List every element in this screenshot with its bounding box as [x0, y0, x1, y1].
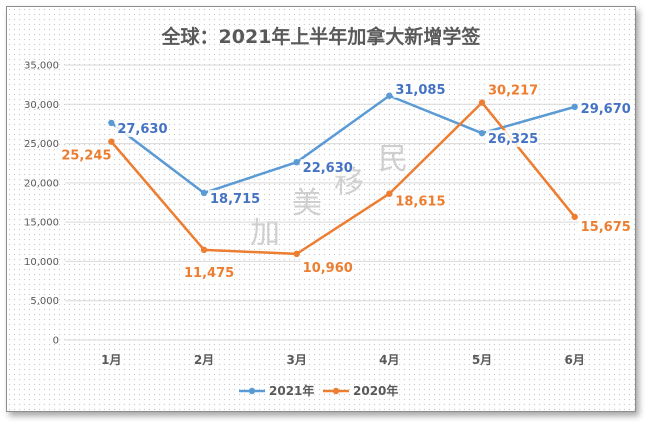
gridlines	[65, 64, 621, 341]
data-point	[386, 92, 393, 99]
x-tick-label: 1月	[101, 353, 121, 367]
data-point	[200, 246, 208, 254]
series-line-2020	[110, 101, 576, 256]
chart-frame: 全球：2021年上半年加拿大新增学签 加美移民 0 5,000 10,000 15,0…	[6, 6, 636, 412]
y-tick-label: 5,000	[30, 296, 59, 307]
y-axis-ticks: 0 5,000 10,000 15,000 20,000 25,000 30,000 35,0…	[24, 61, 59, 347]
data-label-bg	[115, 119, 168, 137]
data-label: 10,960	[303, 261, 353, 276]
data-label-bg	[486, 130, 538, 148]
series-layer	[108, 92, 578, 258]
data-label-bg	[486, 81, 538, 99]
data-point	[478, 99, 486, 106]
data-label-bg	[208, 189, 260, 207]
data-label-bg	[300, 258, 353, 276]
data-label: 25,245	[61, 149, 111, 164]
chart-title: 全球：2021年上半年加拿大新增学签	[161, 25, 482, 48]
x-tick-label: 5月	[472, 353, 492, 367]
watermark-char: 加	[250, 216, 280, 251]
legend-label: 2020年	[353, 383, 398, 398]
watermark-char: 民	[378, 142, 408, 177]
data-label: 30,217	[488, 84, 538, 99]
y-tick-label: 15,000	[24, 218, 59, 229]
legend-marker	[332, 387, 340, 395]
y-tick-label: 20,000	[24, 178, 59, 189]
x-tick-label: 3月	[286, 353, 306, 367]
y-tick-label: 10,000	[24, 257, 59, 268]
data-label-bg	[393, 192, 446, 210]
data-point	[571, 213, 578, 221]
legend-label: 2021年	[269, 383, 314, 398]
y-tick-label: 25,000	[24, 139, 59, 150]
data-labels: 27,630 18,715 22,630 31,085 26,325 29,670 25,2…	[59, 80, 631, 281]
x-tick-label: 2月	[194, 353, 214, 367]
data-point	[293, 250, 300, 258]
y-tick-label: 30,000	[24, 100, 59, 111]
data-label: 18,615	[395, 195, 445, 210]
x-tick-label: 6月	[564, 353, 584, 367]
series-line-2021	[110, 94, 576, 195]
data-point	[293, 158, 300, 166]
data-label: 27,630	[117, 122, 167, 137]
x-tick-label: 4月	[379, 353, 399, 367]
data-label-bg	[59, 146, 112, 164]
data-label: 29,670	[581, 102, 631, 117]
watermark-char: 美	[292, 186, 322, 221]
data-point	[200, 189, 208, 197]
data-label: 22,630	[303, 161, 353, 176]
data-label: 11,475	[184, 266, 234, 281]
y-tick-label: 35,000	[24, 61, 59, 72]
data-point	[108, 119, 115, 127]
data-point	[108, 138, 115, 145]
data-label-bg	[182, 263, 234, 281]
x-axis-ticks: 1月 2月 3月 4月 5月 6月	[101, 353, 585, 367]
data-label: 31,085	[395, 83, 445, 98]
data-point	[478, 129, 486, 137]
data-label-bg	[393, 80, 446, 98]
data-label: 15,675	[581, 220, 631, 235]
data-label: 18,715	[210, 192, 260, 207]
data-label-bg	[578, 99, 631, 117]
legend-marker	[248, 387, 256, 395]
data-label-bg	[300, 159, 353, 177]
y-tick-label: 0	[53, 336, 59, 347]
legend: 2021年 2020年	[239, 383, 398, 398]
data-label-bg	[578, 217, 631, 235]
data-label: 26,325	[488, 132, 538, 147]
data-point	[386, 190, 393, 197]
data-point	[571, 103, 578, 111]
